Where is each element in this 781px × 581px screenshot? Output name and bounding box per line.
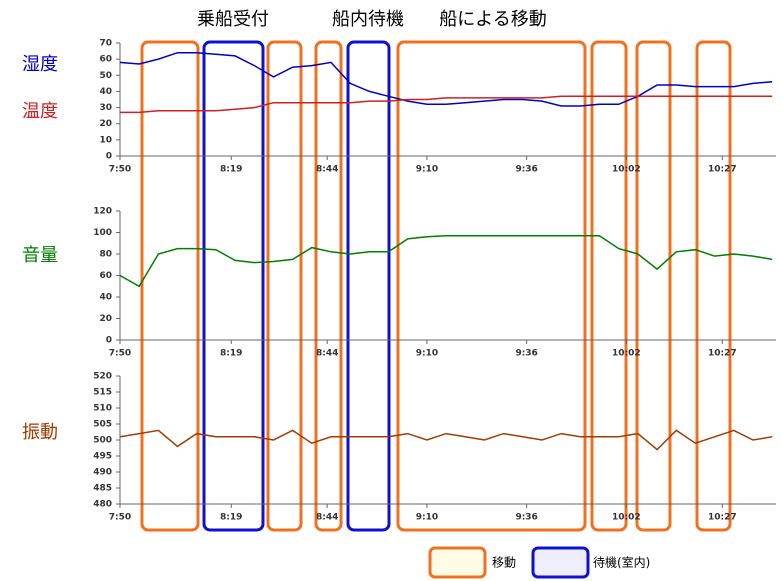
phase-boxes bbox=[140, 40, 732, 532]
y-tick-label: 510 bbox=[93, 404, 112, 414]
series-line bbox=[120, 95, 773, 114]
y-tick-label: 60 bbox=[99, 55, 112, 65]
x-tick-label: 7:50 bbox=[109, 513, 131, 523]
y-tick-label: 0 bbox=[106, 152, 112, 162]
y-tick-label: 0 bbox=[106, 336, 112, 346]
x-tick-label: 8:19 bbox=[220, 165, 242, 175]
x-tick-label: 9:10 bbox=[416, 165, 438, 175]
series-label: 音量 bbox=[22, 245, 58, 266]
x-tick-label: 7:50 bbox=[109, 349, 131, 359]
x-tick-label: 9:36 bbox=[515, 349, 537, 359]
x-tick-label: 8:19 bbox=[220, 349, 242, 359]
x-tick-label: 8:19 bbox=[220, 513, 242, 523]
legend-label: 移動 bbox=[492, 556, 516, 570]
x-tick-label: 10:27 bbox=[708, 165, 737, 175]
x-tick-label: 10:02 bbox=[612, 349, 641, 359]
y-tick-label: 70 bbox=[99, 39, 112, 49]
legend-swatch bbox=[531, 546, 590, 579]
x-tick-label: 10:02 bbox=[612, 513, 641, 523]
series-line bbox=[119, 429, 773, 451]
y-tick-label: 50 bbox=[99, 71, 112, 81]
y-tick-label: 485 bbox=[93, 484, 112, 494]
x-tick-label: 10:27 bbox=[708, 349, 737, 359]
legend-swatch bbox=[428, 546, 487, 579]
y-tick-label: 80 bbox=[99, 250, 112, 260]
x-tick-label: 8:44 bbox=[316, 349, 338, 359]
series-label: 湿度 bbox=[22, 54, 58, 75]
moving-box bbox=[266, 40, 303, 532]
y-tick-label: 100 bbox=[93, 228, 112, 238]
series-line bbox=[119, 234, 773, 288]
y-tick-label: 505 bbox=[93, 420, 112, 430]
phase-label: 船内待機 bbox=[332, 9, 404, 30]
phase-label: 船による移動 bbox=[439, 9, 546, 30]
moving-box bbox=[140, 40, 200, 532]
x-tick-label: 8:44 bbox=[316, 513, 338, 523]
y-tick-label: 40 bbox=[99, 293, 112, 303]
y-tick-label: 480 bbox=[93, 500, 112, 510]
moving-box bbox=[396, 40, 587, 532]
y-tick-label: 20 bbox=[99, 119, 112, 129]
x-tick-label: 9:10 bbox=[416, 349, 438, 359]
series-label: 振動 bbox=[22, 422, 58, 443]
y-tick-label: 120 bbox=[93, 207, 112, 217]
x-tick-label: 7:50 bbox=[109, 165, 131, 175]
y-tick-label: 10 bbox=[99, 135, 112, 145]
y-tick-label: 60 bbox=[99, 271, 112, 281]
y-tick-label: 515 bbox=[93, 388, 112, 398]
waiting-box bbox=[202, 40, 265, 532]
x-tick-label: 9:10 bbox=[416, 513, 438, 523]
y-tick-label: 40 bbox=[99, 87, 112, 97]
y-tick-label: 495 bbox=[93, 452, 112, 462]
x-tick-label: 8:44 bbox=[316, 165, 338, 175]
y-tick-label: 500 bbox=[93, 436, 112, 446]
moving-box bbox=[590, 40, 628, 532]
y-tick-label: 30 bbox=[99, 103, 112, 113]
x-tick-label: 9:36 bbox=[515, 165, 537, 175]
series-label: 温度 bbox=[22, 101, 58, 122]
y-tick-label: 520 bbox=[93, 372, 112, 382]
moving-box bbox=[314, 40, 343, 532]
x-tick-label: 9:36 bbox=[515, 513, 537, 523]
legend-label: 待機(室内) bbox=[593, 555, 650, 570]
series-line bbox=[119, 51, 773, 107]
x-tick-label: 10:27 bbox=[708, 513, 737, 523]
waiting-box bbox=[346, 40, 391, 532]
phase-label: 乗船受付 bbox=[197, 9, 269, 30]
moving-box bbox=[635, 40, 672, 532]
y-tick-label: 490 bbox=[93, 468, 112, 478]
moving-box bbox=[695, 40, 732, 532]
y-tick-label: 20 bbox=[99, 314, 112, 324]
x-tick-label: 10:02 bbox=[612, 165, 641, 175]
